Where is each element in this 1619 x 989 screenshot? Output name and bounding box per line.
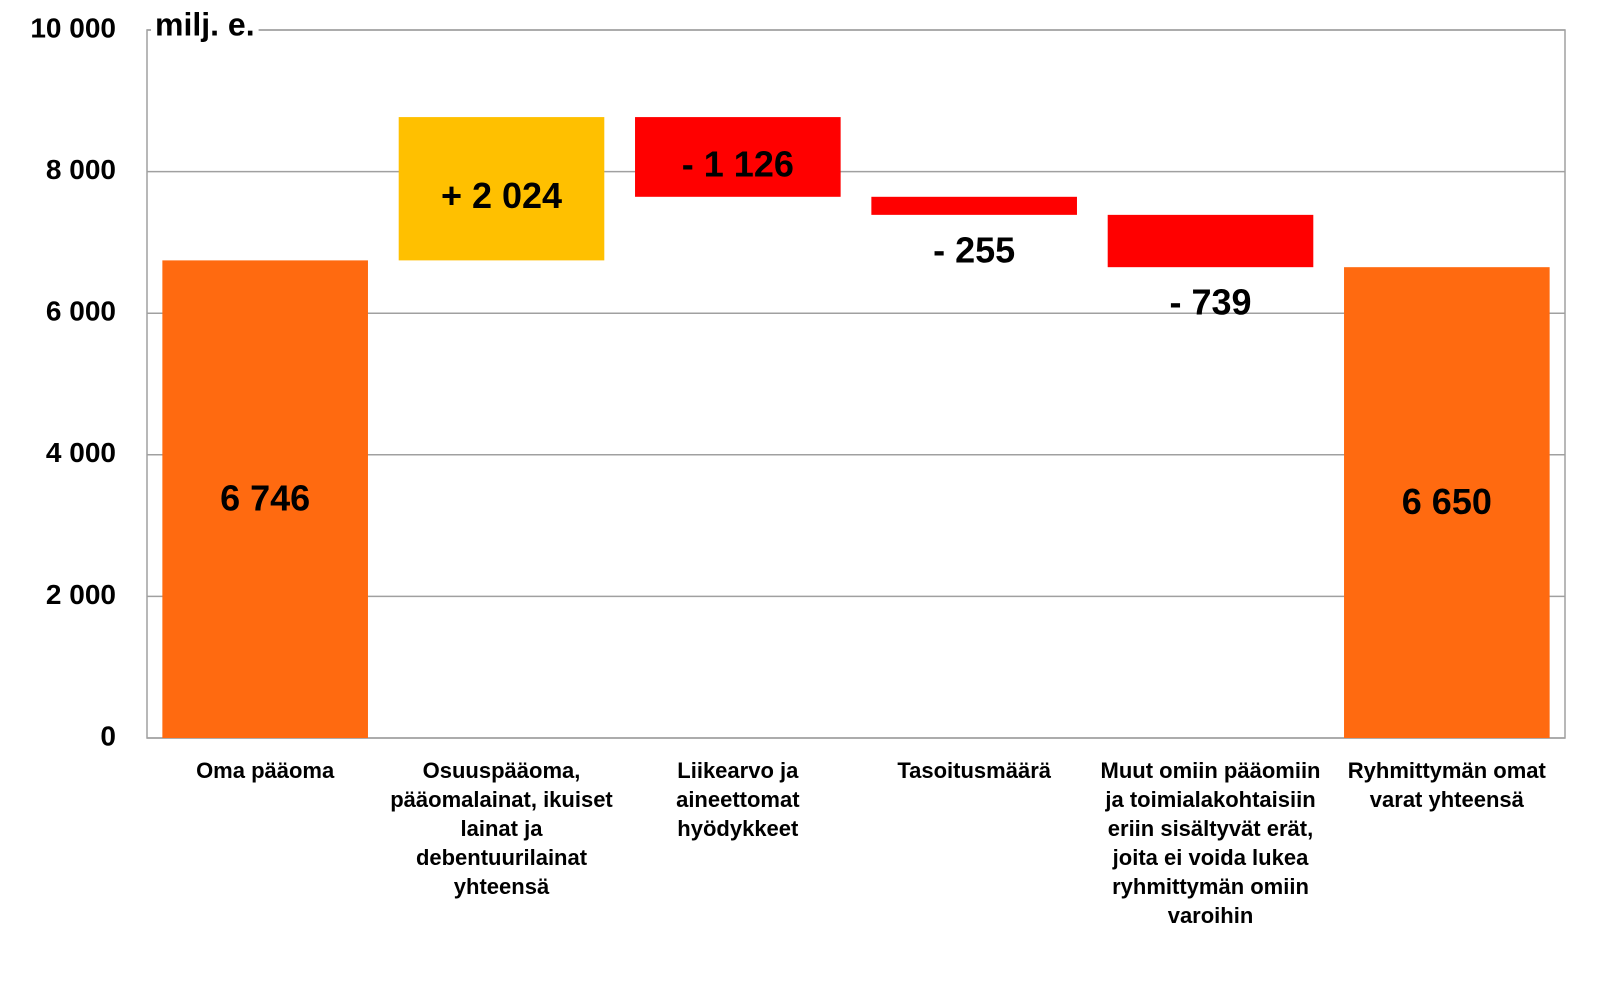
bar [635, 117, 841, 197]
y-axis-label: milj. e. [155, 6, 255, 42]
bar [398, 117, 605, 261]
y-tick-label: 10 000 [30, 12, 116, 43]
value-label: 6 650 [1402, 481, 1492, 522]
x-tick-label: Muut omiin pääomiin ja toimialakohtaisii… [1100, 758, 1321, 928]
y-tick-label: 4 000 [46, 437, 116, 468]
x-tick-label: Tasoitusmäärä [897, 758, 1051, 783]
value-label: 6 746 [220, 478, 310, 519]
value-label: + 2 024 [441, 175, 562, 216]
y-axis-label-bg [151, 6, 259, 43]
y-tick-label: 2 000 [46, 579, 116, 610]
y-tick-label: 8 000 [46, 154, 116, 185]
bar [1344, 267, 1550, 738]
x-tick-label: Oma pääoma [196, 758, 335, 783]
value-label: - 1 126 [682, 143, 794, 184]
x-tick-label: Liikearvo ja aineettomat hyödykkeet [676, 758, 800, 841]
x-tick-label: Ryhmittymän omat varat yhteensä [1347, 758, 1546, 812]
value-label: - 255 [933, 229, 1015, 270]
bar [871, 196, 1077, 215]
y-tick-label: 0 [100, 720, 116, 751]
bar [1107, 214, 1314, 268]
value-label: - 739 [1169, 282, 1251, 323]
x-tick-label: Osuuspääoma, pääomalainat, ikuiset laina… [390, 758, 613, 899]
bar [162, 260, 368, 738]
plot-border [146, 29, 1566, 739]
y-tick-label: 6 000 [46, 296, 116, 327]
